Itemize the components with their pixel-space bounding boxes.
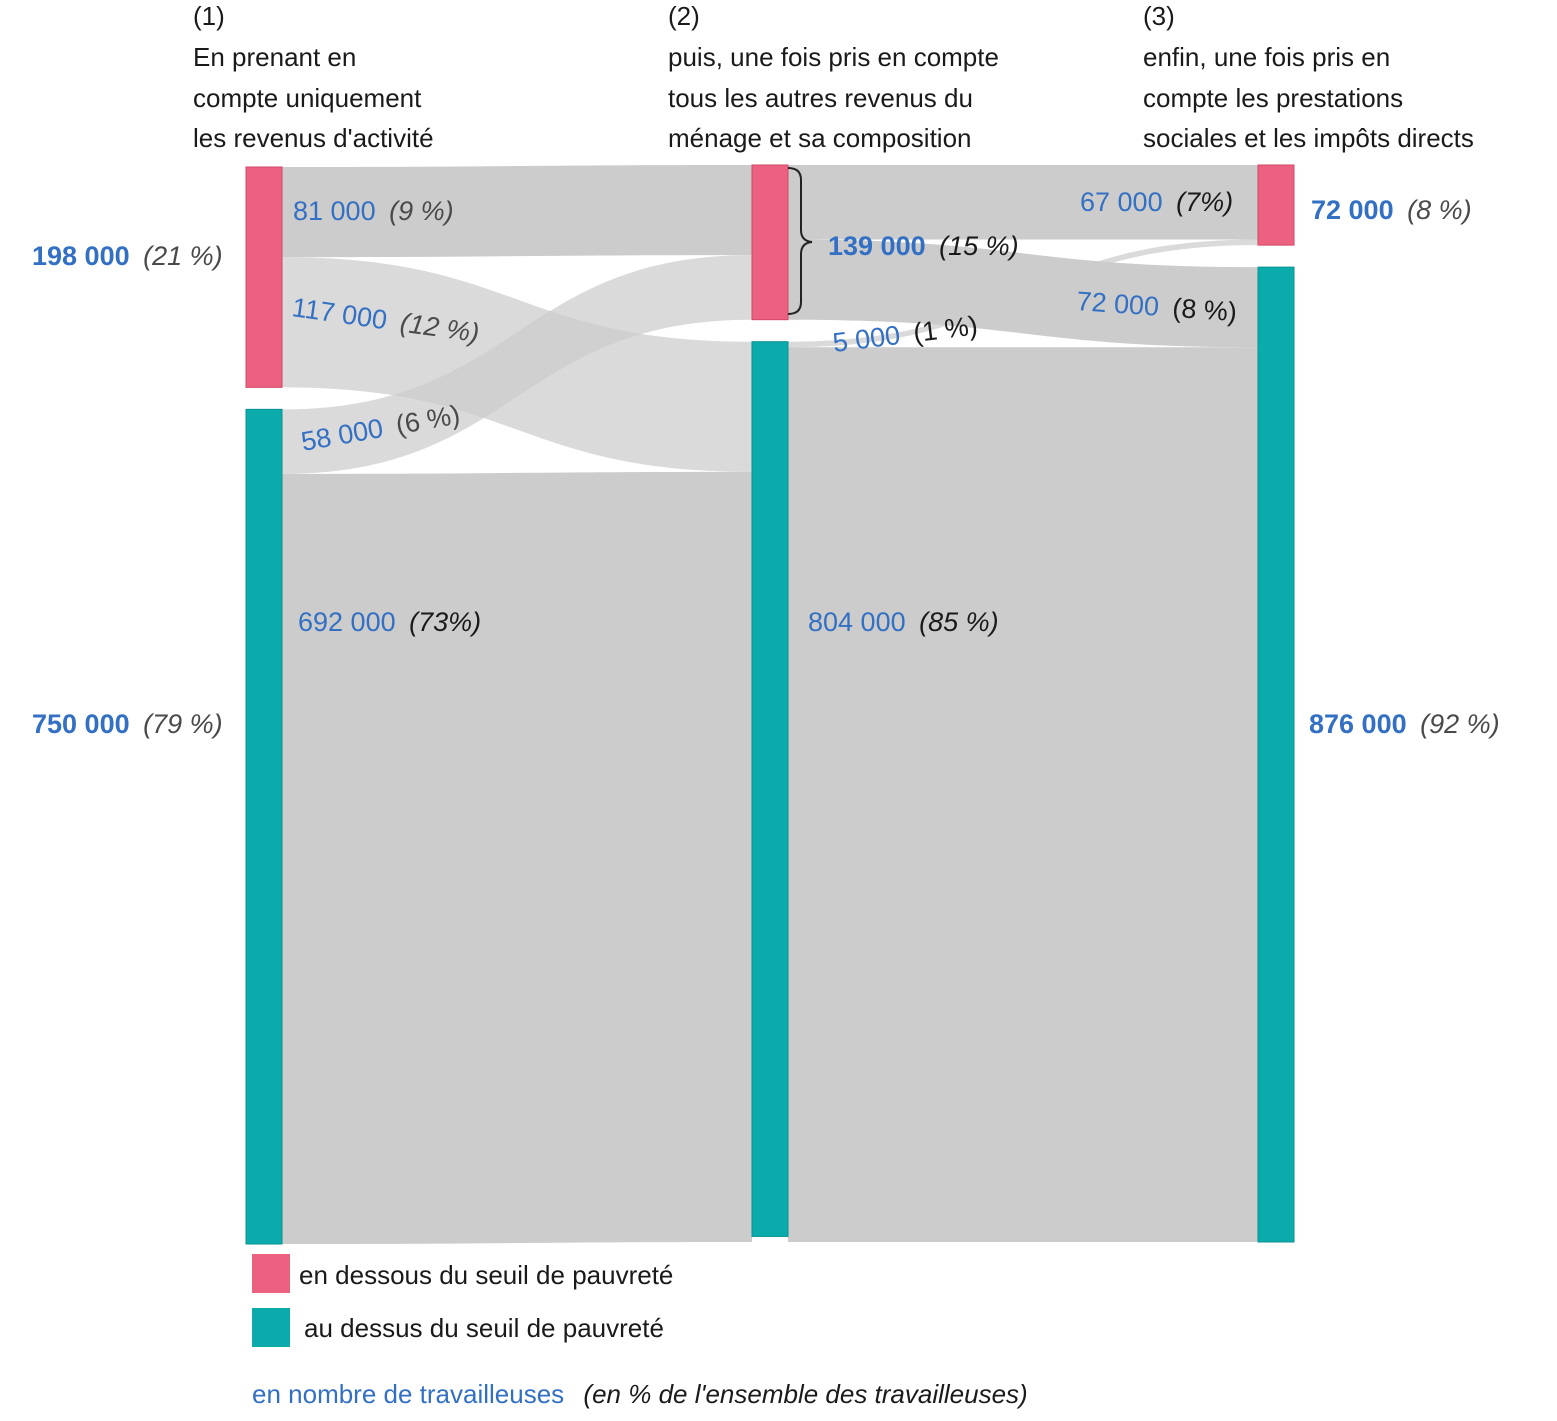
node-value-s1-below: 198 000 [32,241,130,271]
node-label-s2-below: 139 000 (15 %) [828,231,1019,261]
units-note-pct: (en % de l'ensemble des travailleuses) [583,1379,1027,1409]
node-label-s1-above: 750 000 (79 %) [32,709,223,739]
node-s3-above [1257,266,1295,1243]
link-s1-above-to-s2-below [282,255,752,474]
link-value-s2a-s3a: 804 000 [808,607,906,637]
link-label-s2a-s3b: 5 000 (1 %) [831,310,979,358]
node-pct-s3-above: (92 %) [1420,709,1500,739]
legend-swatch-above [252,1308,290,1347]
link-label-s2a-s3a: 804 000 (85 %) [808,607,999,637]
stage-2-line-2: tous les autres revenus du [668,83,973,113]
link-pct-s2a-s3b: (1 %) [912,310,980,348]
node-s1-below [245,166,283,388]
node-pct-s2-below: (15 %) [939,231,1019,261]
stage-header-2: (2) puis, une fois pris en compte tous l… [668,1,999,153]
link-label-s1a-s2a: 692 000 (73%) [298,607,481,637]
node-s1-above [245,408,283,1245]
legend: en dessous du seuil de pauvreté au dessu… [252,1254,673,1347]
link-value-s1b-s2b: 81 000 [293,196,376,226]
link-s2-above-to-s3-below [788,239,1258,348]
legend-label-above: au dessus du seuil de pauvreté [304,1313,664,1343]
nodes-layer [245,164,1295,1245]
link-label-s1b-s2b: 81 000 (9 %) [293,196,454,226]
stage-3-number: (3) [1143,1,1175,31]
link-pct-s2b-s3b: (7%) [1176,187,1233,217]
node-value-s1-above: 750 000 [32,709,130,739]
units-note: en nombre de travailleuses (en % de l'en… [252,1379,1028,1409]
link-value-s2b-s3b: 67 000 [1080,187,1163,217]
link-pct-s1b-s2b: (9 %) [389,196,454,226]
stage-1-line-2: compte uniquement [193,83,422,113]
node-value-s3-above: 876 000 [1309,709,1407,739]
link-pct-s2a-s3a: (85 %) [919,607,999,637]
link-value-s2b-s3a: 72 000 [1076,286,1160,322]
node-label-s1-below: 198 000 (21 %) [32,241,223,271]
stage-2-number: (2) [668,1,700,31]
link-label-s2b-s3a: 72 000 (8 %) [1076,286,1238,327]
stage-header-1: (1) En prenant en compte uniquement les … [193,1,434,153]
node-label-s3-below: 72 000 (8 %) [1311,195,1472,225]
node-value-s3-below: 72 000 [1311,195,1394,225]
link-s2-below-to-s3-below [788,165,1258,240]
legend-swatch-below [252,1254,290,1293]
node-s3-below [1257,164,1295,246]
link-s2-above-to-s3-above [788,347,1258,1242]
stage-2-line-1: puis, une fois pris en compte [668,42,999,72]
node-s2-below [751,164,789,321]
node-pct-s1-below: (21 %) [143,241,223,271]
stage-2-line-3: ménage et sa composition [668,123,972,153]
link-s1-above-to-s2-above [282,471,752,1244]
stage-3-line-3: sociales et les impôts directs [1143,123,1474,153]
legend-label-below: en dessous du seuil de pauvreté [299,1260,673,1290]
node-s2-above [751,341,789,1237]
stage-1-line-3: les revenus d'activité [193,123,434,153]
node-value-s2-below: 139 000 [828,231,926,261]
stage-1-line-1: En prenant en [193,42,356,72]
link-pct-s2b-s3a: (8 %) [1171,293,1237,327]
node-pct-s1-above: (79 %) [143,709,223,739]
links-layer [282,165,1258,1244]
stage-3-line-1: enfin, une fois pris en [1143,42,1390,72]
stage-1-number: (1) [193,1,225,31]
link-pct-s1a-s2a: (73%) [409,607,481,637]
stage-3-line-2: compte les prestations [1143,83,1403,113]
link-s1-below-to-s2-below [282,165,752,258]
units-note-count: en nombre de travailleuses [252,1379,564,1409]
link-value-s1a-s2a: 692 000 [298,607,396,637]
node-bracket [787,167,813,315]
stage-header-3: (3) enfin, une fois pris en compte les p… [1143,1,1474,153]
node-label-s3-above: 876 000 (92 %) [1309,709,1500,739]
link-label-s2b-s3b: 67 000 (7%) [1080,187,1233,217]
node-pct-s3-below: (8 %) [1407,195,1472,225]
